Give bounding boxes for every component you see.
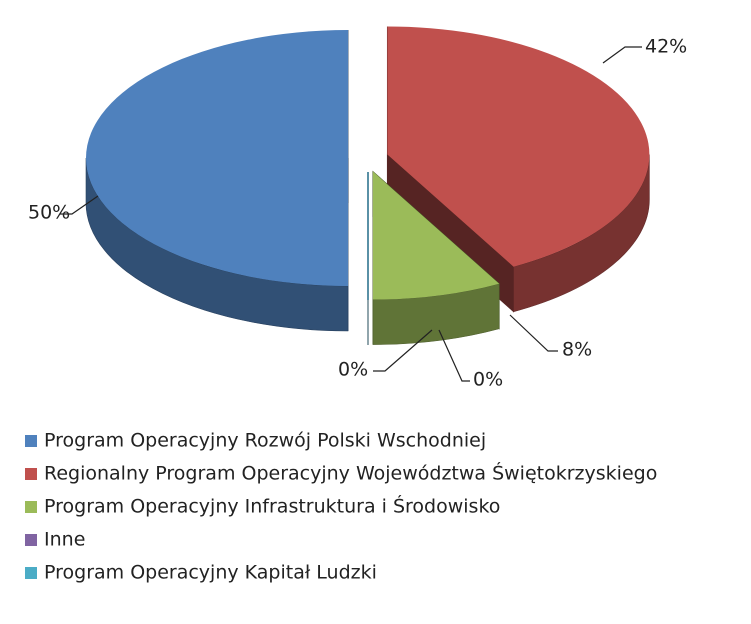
legend-label: Inne xyxy=(44,529,85,551)
slice xyxy=(387,26,650,267)
data-label: 0% xyxy=(338,359,368,381)
legend-swatch xyxy=(25,468,37,480)
data-labels: 50% 42% 8% 0% 0% xyxy=(28,36,687,391)
leader-line xyxy=(509,314,558,352)
leader-line xyxy=(602,46,642,64)
legend-swatch xyxy=(25,567,37,579)
legend-swatch xyxy=(25,534,37,546)
data-label: 50% xyxy=(28,202,70,224)
data-label: 42% xyxy=(645,36,687,58)
pie-tops xyxy=(86,26,650,300)
legend-swatch xyxy=(25,435,37,447)
legend-label: Program Operacyjny Rozwój Polski Wschodn… xyxy=(44,430,486,452)
data-label: 0% xyxy=(473,369,503,391)
legend-label: Program Operacyjny Kapitał Ludzki xyxy=(44,562,377,584)
leader-line xyxy=(60,195,99,215)
slice xyxy=(372,171,500,300)
legend-label: Program Operacyjny Infrastruktura i Środ… xyxy=(44,494,500,518)
leader-line xyxy=(438,329,470,382)
legend: Program Operacyjny Rozwój Polski Wschodn… xyxy=(25,430,657,584)
legend-label: Regionalny Program Operacyjny Województw… xyxy=(44,461,657,485)
data-label: 8% xyxy=(562,339,592,361)
slice xyxy=(86,30,348,286)
leader-line xyxy=(373,329,433,372)
legend-swatch xyxy=(25,501,37,513)
